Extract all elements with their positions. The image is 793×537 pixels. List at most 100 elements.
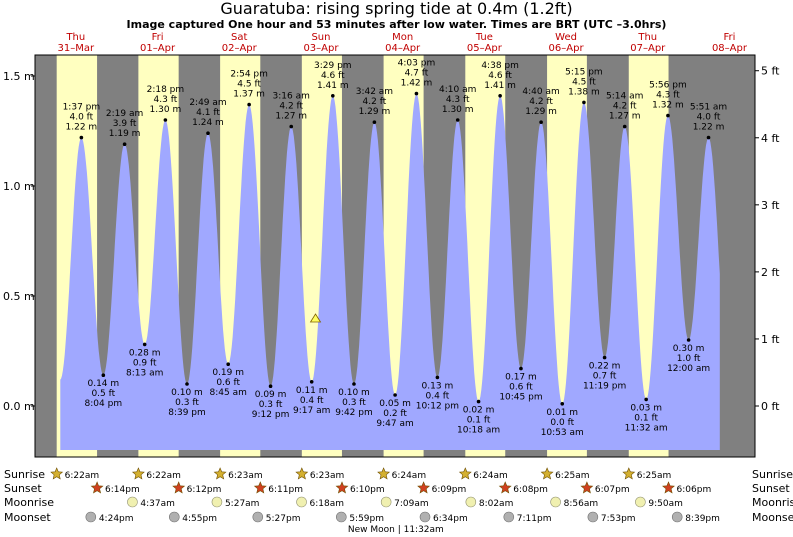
sunset-star-icon (662, 481, 675, 494)
high-tide-m-label: 1.37 m (233, 90, 265, 100)
moonrise-time-label: 6:18am (310, 499, 345, 509)
row-label-moonrise-left: Moonrise (4, 496, 54, 509)
low-tide-ft-label: 0.4 ft (300, 396, 324, 406)
high-tide-point (122, 142, 127, 146)
high-tide-point (582, 100, 586, 105)
low-tide-point (435, 375, 440, 380)
moonrise-moon-icon (211, 496, 223, 508)
sunrise-star-icon (295, 467, 309, 480)
high-tide-ft-label: 4.0 ft (697, 113, 721, 123)
low-tide-time-label: 8:39 pm (168, 408, 206, 418)
low-tide-m-label: 0.19 m (212, 368, 244, 378)
moonset-moon-icon (671, 511, 683, 523)
high-tide-point (622, 124, 627, 129)
high-tide-point (498, 94, 502, 98)
y-tick-label-ft: 2 ft (761, 266, 780, 279)
high-tide-time-label: 4:40 am (522, 87, 559, 97)
row-label-sunrise-right: Sunrise (752, 468, 793, 481)
y-tick-label-ft: 3 ft (761, 199, 780, 212)
low-tide-ft-label: 0.6 ft (216, 378, 240, 388)
moonrise-time-label: 8:56am (564, 499, 599, 509)
low-tide-time-label: 10:45 pm (499, 393, 542, 403)
moonset-moon-icon (419, 511, 431, 523)
day-date-label: 08–Apr (712, 43, 748, 54)
sunrise-star-icon (458, 467, 472, 480)
high-tide-ft-label: 4.2 ft (363, 97, 387, 107)
low-tide-ft-label: 0.4 ft (426, 391, 450, 401)
low-tide-time-label: 8:45 am (210, 388, 247, 398)
low-tide-time-label: 11:32 am (625, 423, 668, 433)
moonset-time-label: 6:34pm (433, 514, 468, 524)
high-tide-time-label: 4:10 am (439, 85, 476, 95)
low-tide-ft-label: 0.6 ft (509, 383, 533, 393)
sunrise-star-icon (213, 467, 227, 480)
low-tide-time-label: 10:53 am (541, 428, 584, 438)
low-tide-m-label: 0.11 m (296, 386, 328, 396)
low-tide-point (393, 393, 397, 397)
moonset-time-label: 5:59pm (349, 514, 384, 524)
high-tide-ft-label: 4.2 ft (279, 102, 303, 112)
high-tide-ft-label: 4.2 ft (613, 102, 637, 112)
high-tide-point (414, 91, 419, 96)
moonset-moon-icon (336, 511, 347, 523)
day-date-label: 07–Apr (630, 43, 666, 54)
low-tide-m-label: 0.22 m (589, 362, 621, 372)
sunset-star-icon (335, 481, 349, 494)
high-tide-time-label: 4:38 pm (481, 61, 519, 71)
sunset-time-label: 6:12pm (187, 485, 222, 495)
sunrise-star-icon (50, 467, 64, 480)
high-tide-ft-label: 4.3 ft (154, 95, 178, 105)
low-tide-m-label: 0.03 m (630, 403, 662, 413)
high-tide-ft-label: 4.0 ft (70, 113, 94, 123)
day-name-label: Wed (555, 32, 577, 43)
low-tide-m-label: 0.10 m (338, 388, 370, 398)
low-tide-ft-label: 0.1 ft (634, 413, 658, 423)
day-name-label: Mon (392, 32, 413, 43)
low-tide-time-label: 8:04 pm (85, 399, 123, 409)
high-tide-m-label: 1.30 m (150, 105, 182, 115)
sunset-star-icon (90, 481, 104, 494)
moonset-moon-icon (503, 511, 515, 523)
low-tide-point (226, 362, 230, 367)
day-name-label: Sun (311, 32, 330, 43)
high-tide-point (455, 118, 460, 122)
row-label-moonset-right: Moonset (752, 511, 793, 524)
current-tide-marker (309, 313, 322, 323)
low-tide-time-label: 9:12 pm (252, 410, 290, 420)
day-name-label: Tue (475, 32, 493, 43)
high-tide-ft-label: 4.3 ft (446, 95, 470, 105)
low-tide-point (185, 382, 189, 386)
high-tide-m-label: 1.32 m (652, 101, 684, 111)
high-tide-point (247, 102, 251, 107)
sunset-time-label: 6:07pm (595, 485, 630, 495)
high-tide-point (79, 135, 84, 140)
sunrise-star-icon (540, 467, 554, 480)
low-tide-point (268, 384, 273, 389)
sunrise-time-label: 6:23am (228, 471, 263, 481)
high-tide-ft-label: 4.7 ft (405, 69, 429, 79)
moonset-moon-icon (252, 511, 264, 523)
low-tide-ft-label: 0.0 ft (550, 418, 574, 428)
low-tide-point (602, 355, 607, 360)
low-tide-point (352, 382, 356, 386)
moonset-time-label: 8:39pm (685, 514, 720, 524)
sunset-time-label: 6:11pm (268, 485, 303, 495)
day-name-label: Thu (65, 32, 85, 43)
high-tide-point (666, 113, 670, 118)
low-tide-time-label: 9:42 pm (335, 408, 373, 418)
high-tide-point (289, 124, 294, 129)
low-tide-ft-label: 1.0 ft (677, 354, 701, 364)
high-tide-m-label: 1.22 m (66, 123, 98, 133)
high-tide-point (331, 94, 335, 98)
moonrise-moon-icon (465, 496, 477, 508)
high-tide-time-label: 5:14 am (606, 92, 643, 102)
sunset-time-label: 6:08pm (513, 485, 548, 495)
day-date-label: 01–Apr (140, 43, 176, 54)
sunset-time-label: 6:06pm (677, 485, 712, 495)
low-tide-point (560, 402, 565, 406)
moonset-time-label: 5:27pm (266, 514, 301, 524)
high-tide-time-label: 2:49 am (189, 98, 226, 108)
y-tick-label-ft: 1 ft (761, 333, 780, 346)
moonrise-moon-icon (635, 496, 646, 508)
y-tick-label-m: 1.5 m (3, 70, 35, 83)
